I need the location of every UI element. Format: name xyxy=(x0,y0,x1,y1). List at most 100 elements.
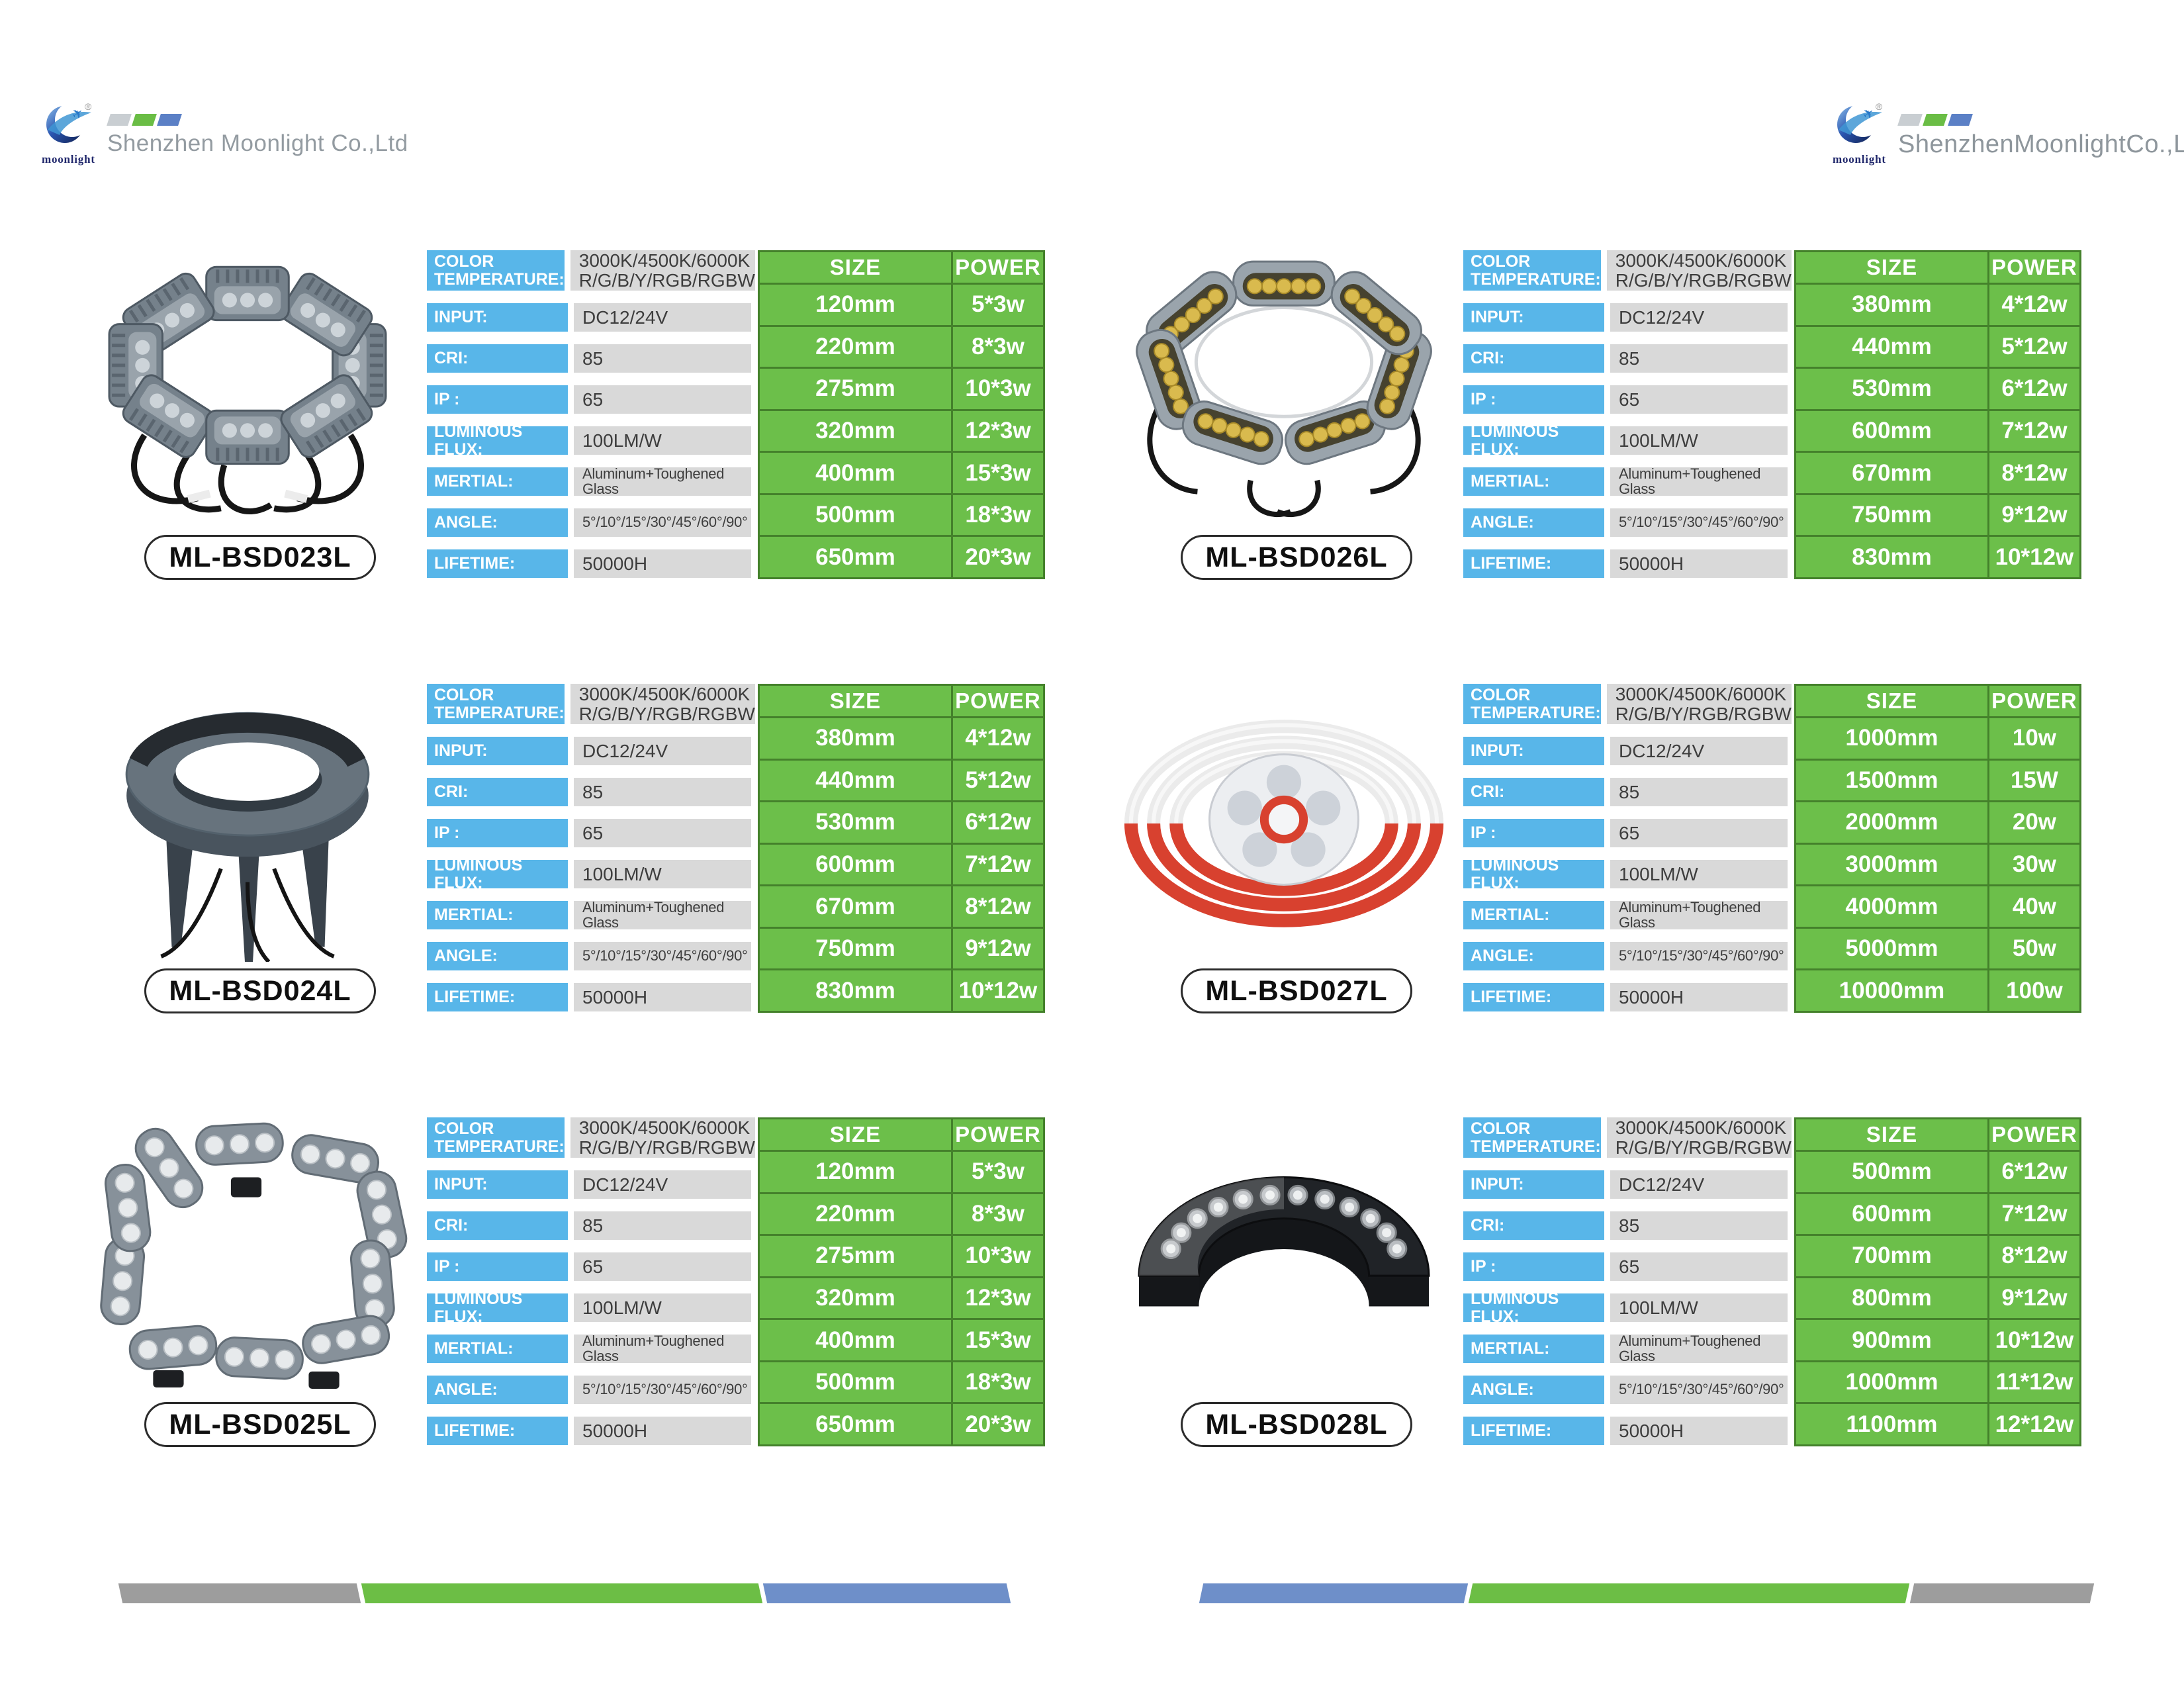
spec-value: 50000H xyxy=(574,983,751,1011)
spec-label: ANGLE: xyxy=(1463,942,1604,970)
size-cell: 600mm xyxy=(1796,1192,1987,1235)
size-cell: 600mm xyxy=(1796,408,1987,451)
spec-label: INPUT: xyxy=(427,737,568,765)
spec-label: COLOR TEMPERATURE: xyxy=(427,684,565,724)
spec-row: MERTIAL: Aluminum+Toughened Glass xyxy=(1463,900,1788,929)
spec-row: CRI: 85 xyxy=(427,778,751,806)
power-cell: 9*12w xyxy=(1987,1276,2079,1319)
size-cell: 320mm xyxy=(760,1276,951,1319)
spec-label: COLOR TEMPERATURE: xyxy=(1463,684,1601,724)
product-model-badge: ML-BSD026L xyxy=(1181,535,1412,580)
product-block-ML-BSD027L: ML-BSD027L COLOR TEMPERATURE: 3000K/4500K… xyxy=(1096,669,2089,1053)
registered-mark: ® xyxy=(85,101,92,112)
spec-value: 85 xyxy=(1610,778,1788,806)
product-block-ML-BSD025L: ML-BSD025L COLOR TEMPERATURE: 3000K/4500K… xyxy=(60,1103,1052,1487)
spec-label: MERTIAL: xyxy=(427,1335,568,1363)
power-cell: 10*12w xyxy=(1987,535,2079,577)
header-left: ✈ ® moonlight Shenzhen Moonlight Co.,Ltd xyxy=(41,98,408,168)
product-model: ML-BSD024L xyxy=(169,974,351,1007)
footer-bar-left xyxy=(118,1583,1011,1603)
spec-row: CRI: 85 xyxy=(1463,778,1788,806)
power-cell: 7*12w xyxy=(1987,408,2079,451)
size-cell: 700mm xyxy=(1796,1234,1987,1276)
size-cell: 4000mm xyxy=(1796,884,1987,927)
product-model: ML-BSD023L xyxy=(169,541,351,573)
brand-chip-green-icon xyxy=(132,114,157,126)
size-cell: 1500mm xyxy=(1796,758,1987,801)
size-cell: 440mm xyxy=(760,758,951,801)
power-cell: 6*12w xyxy=(1987,367,2079,409)
company-name: ShenzhenMoonlightCo.,Ltd xyxy=(1898,130,2184,158)
power-cell: 9*12w xyxy=(1987,492,2079,536)
spec-row: CRI: 85 xyxy=(427,1211,751,1240)
size-column-header: SIZE xyxy=(829,255,882,279)
size-cell: 400mm xyxy=(760,451,951,493)
spec-label: INPUT: xyxy=(427,303,568,332)
spec-label: LUMINOUS FLUX: xyxy=(1463,1290,1604,1325)
spec-value: 85 xyxy=(1610,1211,1788,1240)
size-power-table: SIZE POWER 1000mm 10w 1500mm 15W 2000mm 20w 3000… xyxy=(1794,684,2081,1013)
spec-row: MERTIAL: Aluminum+Toughened Glass xyxy=(427,900,751,929)
spec-value: 65 xyxy=(574,1252,751,1281)
size-cell: 1000mm xyxy=(1796,1360,1987,1403)
power-cell: 100w xyxy=(1987,968,2079,1011)
power-cell: 10*12w xyxy=(1987,1318,2079,1360)
spec-label: IP : xyxy=(1463,385,1604,414)
spec-label: ANGLE: xyxy=(1463,1376,1604,1404)
spec-value: 5°/10°/15°/30°/45°/60°/90° xyxy=(574,1376,751,1404)
spec-label: INPUT: xyxy=(1463,1170,1604,1199)
spec-table: COLOR TEMPERATURE: 3000K/4500K/6000K R/G/… xyxy=(1463,250,1792,590)
spec-label: COLOR TEMPERATURE: xyxy=(1463,250,1601,291)
spec-row: LIFETIME: 50000H xyxy=(1463,1417,1788,1445)
spec-row: LUMINOUS FLUX: 100LM/W xyxy=(1463,857,1788,892)
spec-row: COLOR TEMPERATURE: 3000K/4500K/6000K R/G/… xyxy=(1463,250,1792,291)
size-cell: 220mm xyxy=(760,1192,951,1235)
power-cell: 15W xyxy=(1987,758,2079,801)
spec-label: ANGLE: xyxy=(427,508,568,537)
power-cell: 20w xyxy=(1987,800,2079,843)
size-cell: 3000mm xyxy=(1796,842,1987,885)
spec-label: IP : xyxy=(427,1252,568,1281)
spec-value: 3000K/4500K/6000K R/G/B/Y/RGB/RGBW xyxy=(570,684,755,724)
spec-label: LUMINOUS FLUX: xyxy=(1463,857,1604,892)
spec-value: 5°/10°/15°/30°/45°/60°/90° xyxy=(574,508,751,537)
spec-value: 100LM/W xyxy=(1610,860,1788,888)
product-photo-square-modules xyxy=(78,1103,417,1395)
spec-row: ANGLE: 5°/10°/15°/30°/45°/60°/90° xyxy=(427,942,751,970)
size-cell: 750mm xyxy=(760,926,951,969)
spec-label: MERTIAL: xyxy=(1463,901,1604,929)
product-block-ML-BSD028L: ML-BSD028L COLOR TEMPERATURE: 3000K/4500K… xyxy=(1096,1103,2089,1487)
size-cell: 5000mm xyxy=(1796,926,1987,969)
spec-value: 100LM/W xyxy=(574,1293,751,1322)
footer-segment-green xyxy=(361,1583,763,1603)
size-column-header: SIZE xyxy=(829,688,882,713)
spec-value: DC12/24V xyxy=(574,737,751,765)
spec-label: CRI: xyxy=(1463,344,1604,373)
product-block-ML-BSD023L: ML-BSD023L COLOR TEMPERATURE: 3000K/4500K… xyxy=(60,236,1052,620)
brand-chips xyxy=(107,114,408,126)
size-cell: 2000mm xyxy=(1796,800,1987,843)
spec-row: LUMINOUS FLUX: 100LM/W xyxy=(427,1290,751,1325)
spec-label: INPUT: xyxy=(427,1170,568,1199)
header-left-text: Shenzhen Moonlight Co.,Ltd xyxy=(107,114,408,157)
power-cell: 5*3w xyxy=(950,1150,1043,1192)
spec-value: 65 xyxy=(1610,385,1788,414)
product-model-badge: ML-BSD027L xyxy=(1181,968,1412,1013)
spec-label: CRI: xyxy=(1463,1211,1604,1240)
power-cell: 10*3w xyxy=(950,367,1043,409)
brand-chip-gray-icon xyxy=(1897,114,1923,126)
spec-value: 65 xyxy=(574,819,751,847)
header-right: ✈ ® moonlight ShenzhenMoonlightCo.,Ltd xyxy=(1832,98,2184,168)
spec-label: IP : xyxy=(427,819,568,847)
spec-row: IP :65 xyxy=(427,1252,751,1281)
brand-chip-blue-icon xyxy=(1948,114,1973,126)
spec-label: LIFETIME: xyxy=(1463,983,1604,1011)
spec-value: 100LM/W xyxy=(1610,1293,1788,1322)
spec-table: COLOR TEMPERATURE: 3000K/4500K/6000K R/G/… xyxy=(427,684,755,1024)
size-cell: 670mm xyxy=(1796,451,1987,493)
spec-row: LUMINOUS FLUX: 100LM/W xyxy=(427,423,751,458)
size-cell: 120mm xyxy=(760,283,951,325)
power-cell: 7*12w xyxy=(1987,1192,2079,1235)
spec-label: IP : xyxy=(1463,819,1604,847)
